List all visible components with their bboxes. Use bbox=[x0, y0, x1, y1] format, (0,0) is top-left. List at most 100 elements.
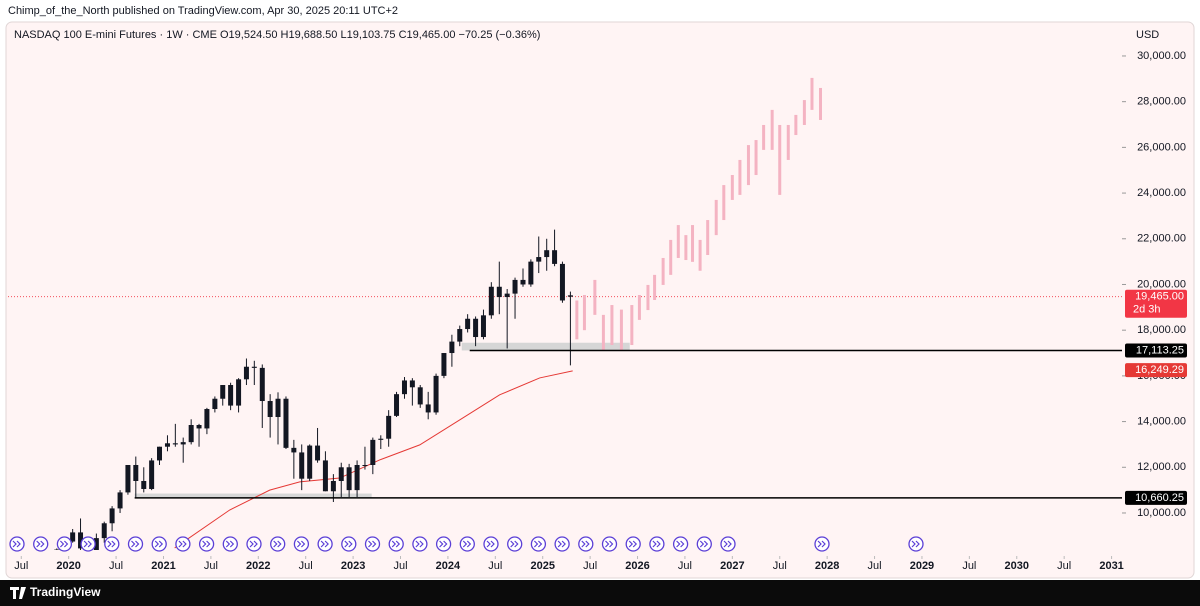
candle-body bbox=[228, 385, 234, 406]
x-tick-label: Jul bbox=[393, 560, 407, 572]
level-badge bbox=[1125, 490, 1187, 505]
candle-body bbox=[370, 439, 376, 465]
candle-body bbox=[441, 353, 447, 376]
candle-body bbox=[157, 446, 163, 461]
y-tick-label: 26,000.00 bbox=[1137, 141, 1186, 153]
candle-body bbox=[220, 385, 226, 399]
event-icon-arrow bbox=[676, 540, 685, 548]
projection-bar bbox=[778, 124, 782, 195]
event-icon bbox=[696, 536, 712, 552]
countdown-label: 2d 3h bbox=[1133, 304, 1161, 316]
currency: USD bbox=[1136, 29, 1159, 41]
projection-bar bbox=[714, 199, 718, 236]
candle-body bbox=[172, 443, 178, 445]
candle-body bbox=[204, 409, 210, 429]
projection-bar bbox=[630, 305, 634, 346]
projection-bar bbox=[669, 239, 673, 275]
event-icon-arrow bbox=[911, 540, 920, 548]
candle-body bbox=[54, 549, 60, 550]
event-icon bbox=[33, 536, 49, 552]
x-tick-label: Jul bbox=[773, 560, 787, 572]
event-icon-arrow bbox=[154, 540, 164, 548]
event-icon-arrow bbox=[225, 540, 235, 548]
candle-body bbox=[243, 366, 249, 380]
y-tick-label: 14,000.00 bbox=[1137, 415, 1186, 427]
projection-bar bbox=[661, 257, 665, 285]
x-tick-label: Jul bbox=[1057, 560, 1071, 572]
event-icon bbox=[175, 536, 191, 552]
projection-bar bbox=[646, 284, 650, 311]
candle-body bbox=[536, 257, 542, 262]
event-icon-arrow bbox=[36, 540, 45, 548]
x-tick-label: Jul bbox=[204, 560, 218, 572]
event-icon-arrow bbox=[533, 540, 543, 548]
last-price-label: 19,465.00 bbox=[1135, 291, 1184, 303]
candle-body bbox=[141, 480, 147, 489]
event-icon-arrow bbox=[415, 540, 424, 548]
candle-body bbox=[457, 329, 463, 342]
projection-bar bbox=[794, 114, 798, 136]
ma-label: 16,249.29 bbox=[1135, 364, 1184, 376]
event-icon-arrow bbox=[652, 540, 661, 548]
x-tick-label: Jul bbox=[962, 560, 976, 572]
projection-bar bbox=[619, 309, 623, 351]
event-icon-arrow bbox=[628, 540, 638, 548]
event-icon bbox=[483, 536, 499, 552]
x-tick-label: 2028 bbox=[815, 560, 839, 572]
projection-bar bbox=[746, 145, 750, 186]
candle-body bbox=[559, 263, 565, 301]
projection-bar bbox=[637, 294, 641, 320]
x-tick-label: Jul bbox=[583, 560, 597, 572]
event-icon-arrow bbox=[817, 540, 826, 548]
event-icon-arrow bbox=[557, 540, 566, 548]
event-icon-arrow bbox=[12, 540, 21, 548]
event-icon bbox=[814, 536, 830, 552]
candle-body bbox=[512, 279, 518, 294]
y-tick-label: 20,000.00 bbox=[1137, 278, 1186, 290]
event-icon bbox=[649, 536, 665, 552]
candle-body bbox=[307, 445, 313, 479]
x-tick-label: 2020 bbox=[56, 560, 80, 572]
candle-body bbox=[125, 464, 131, 493]
candle-body bbox=[378, 438, 384, 440]
x-tick-label: 2024 bbox=[436, 560, 461, 572]
candle-body bbox=[267, 401, 273, 418]
event-icon-arrow bbox=[368, 540, 377, 548]
event-icon bbox=[412, 536, 428, 552]
projection-bar bbox=[706, 220, 710, 255]
event-icon bbox=[530, 536, 547, 552]
candle-body bbox=[338, 467, 344, 481]
candle-body bbox=[567, 295, 573, 297]
candle-body bbox=[449, 341, 455, 354]
projection-bar bbox=[610, 305, 614, 346]
event-icon-arrow bbox=[131, 540, 140, 548]
event-icon bbox=[601, 536, 618, 552]
candle-body bbox=[196, 425, 202, 429]
projection-bar bbox=[722, 185, 726, 221]
y-tick-label: 28,000.00 bbox=[1137, 96, 1186, 108]
candle-body bbox=[417, 387, 423, 405]
event-icon bbox=[459, 536, 475, 552]
projection-bar bbox=[575, 300, 579, 340]
event-icon-arrow bbox=[83, 540, 92, 548]
event-icon-arrow bbox=[581, 540, 590, 548]
projection-bar bbox=[653, 274, 657, 301]
event-icon-arrow bbox=[391, 540, 401, 548]
candle-body bbox=[78, 532, 84, 549]
candle-body bbox=[544, 250, 550, 258]
event-icon bbox=[364, 536, 381, 552]
event-icon bbox=[435, 536, 452, 552]
logo bbox=[10, 587, 26, 599]
plot-bg bbox=[5, 21, 1195, 579]
projection-bar bbox=[770, 109, 774, 150]
candle-body bbox=[425, 404, 431, 413]
candle-body bbox=[330, 480, 336, 492]
level-label: 10,660.25 bbox=[1135, 492, 1184, 504]
candle-body bbox=[401, 380, 407, 395]
candle-body bbox=[473, 318, 479, 338]
candle-body bbox=[212, 398, 218, 410]
event-icon-arrow bbox=[462, 540, 472, 548]
x-tick-label: Jul bbox=[678, 560, 692, 572]
projection-bar bbox=[684, 235, 688, 261]
